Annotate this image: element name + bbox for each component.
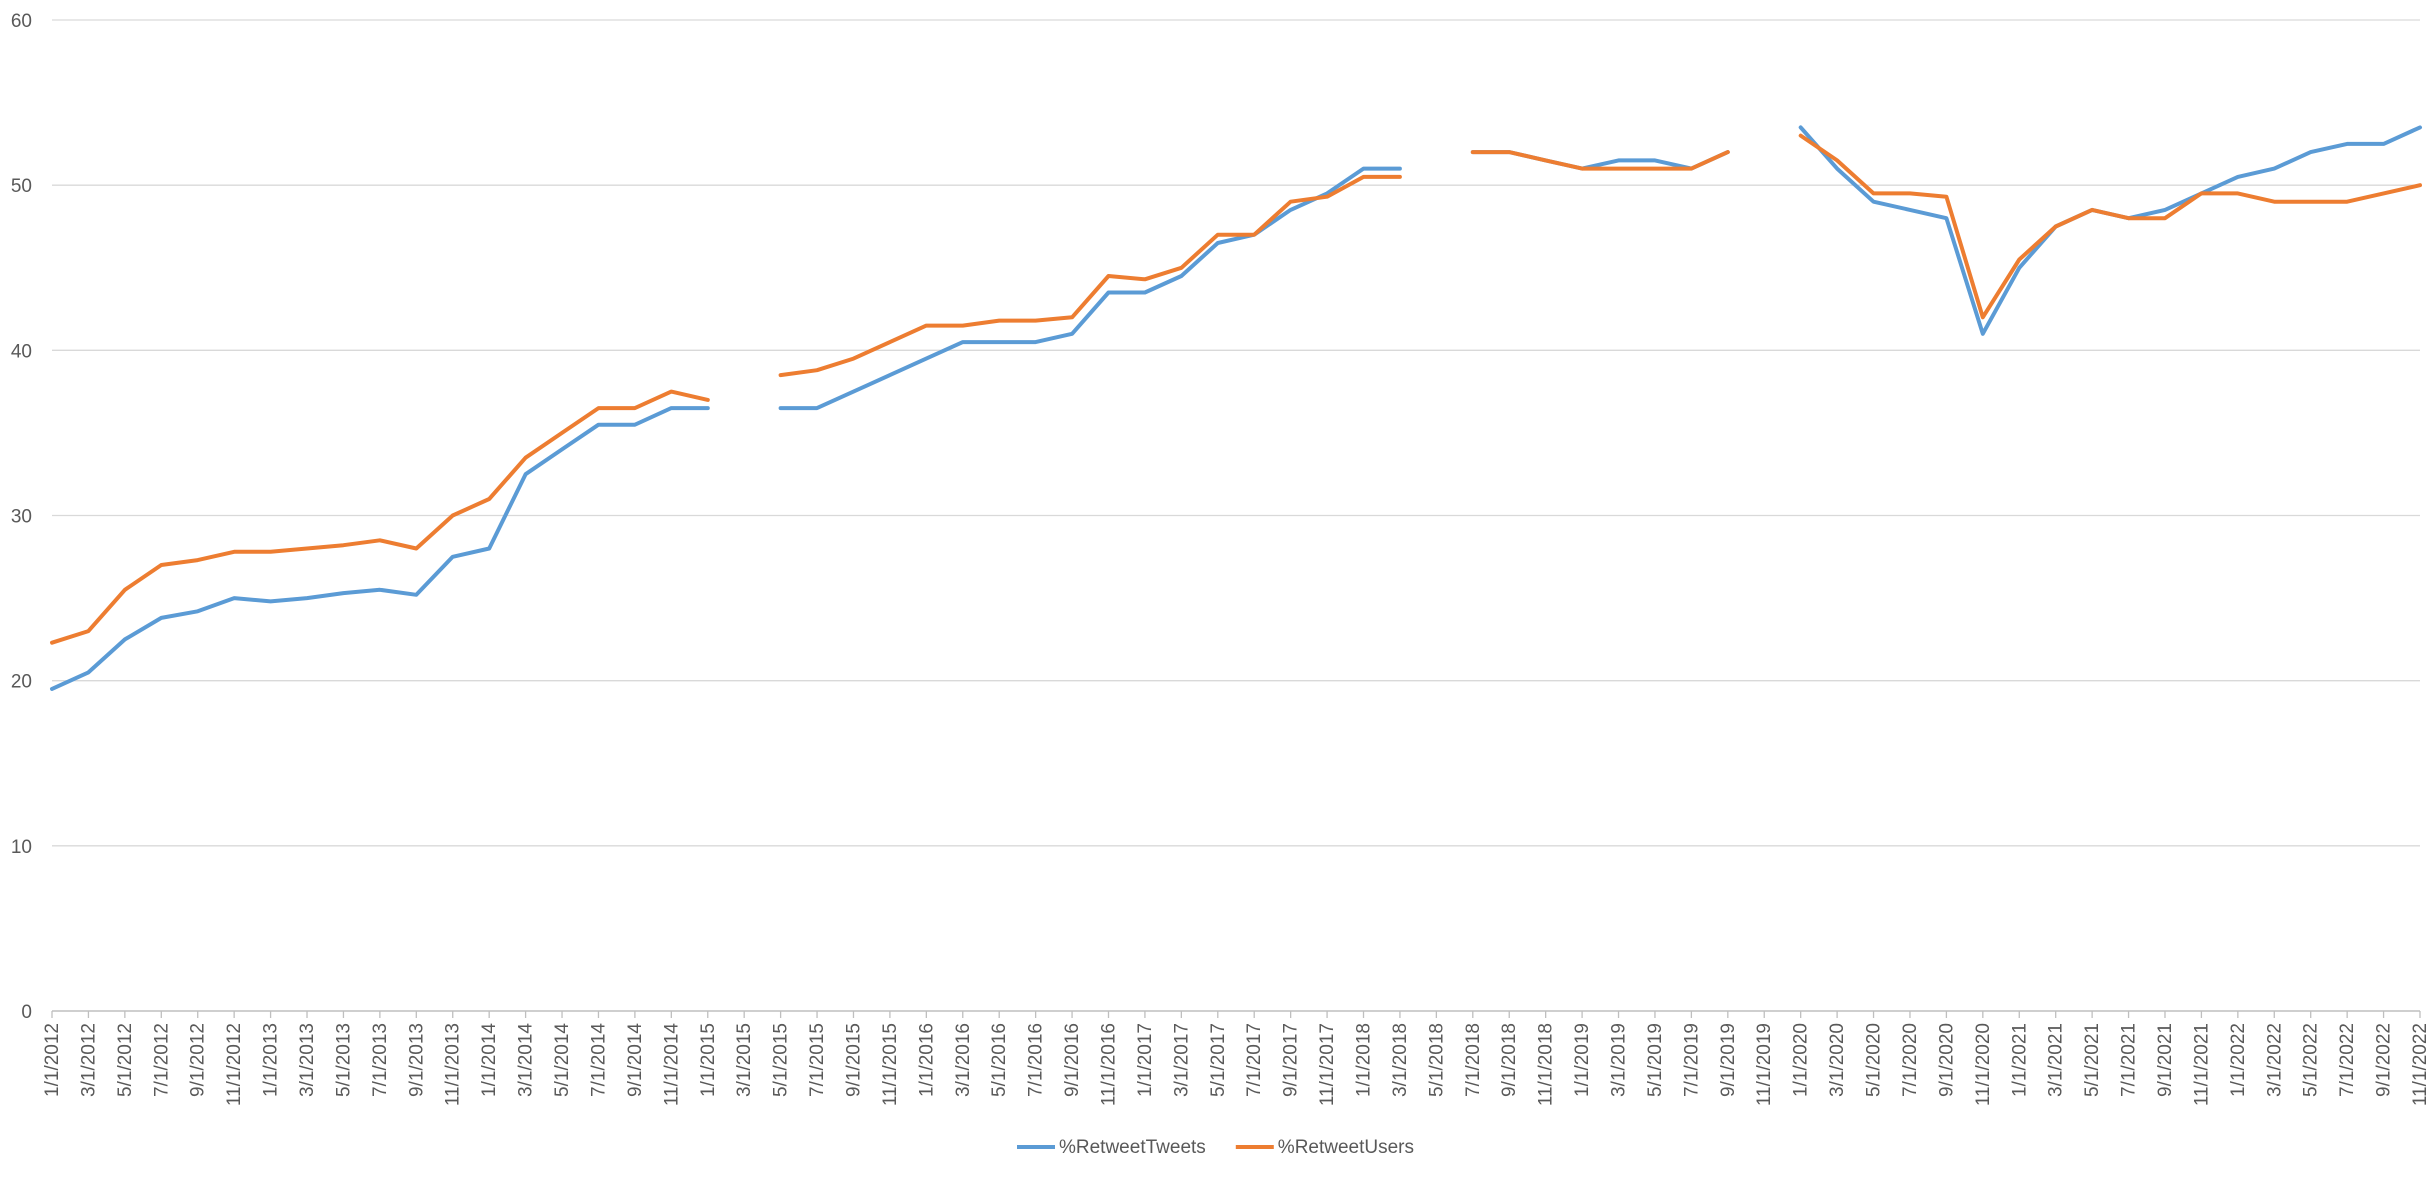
x-tick-label: 11/1/2013 — [443, 1023, 464, 1106]
x-tick-label: 9/1/2019 — [1718, 1023, 1739, 1097]
x-tick-label: 7/1/2019 — [1681, 1023, 1702, 1097]
x-tick-label: 11/1/2021 — [2191, 1023, 2212, 1106]
x-tick-label: 1/1/2021 — [2009, 1023, 2030, 1097]
x-tick-label: 9/1/2021 — [2155, 1023, 2176, 1097]
y-tick-label: 50 — [11, 176, 32, 197]
x-tick-label: 5/1/2017 — [1208, 1023, 1229, 1097]
x-tick-label: 11/1/2018 — [1536, 1023, 1557, 1106]
x-tick-label: 11/1/2017 — [1317, 1023, 1338, 1106]
x-tick-label: 1/1/2016 — [916, 1023, 937, 1097]
x-tick-label: 5/1/2021 — [2082, 1023, 2103, 1097]
gridlines — [52, 19, 2420, 847]
x-tick-label: 1/1/2017 — [1135, 1023, 1156, 1097]
y-tick-label: 20 — [11, 672, 32, 693]
x-tick-label: 7/1/2016 — [1026, 1023, 1047, 1097]
x-tick-label: 7/1/2021 — [2119, 1023, 2140, 1097]
x-tick-label: 9/1/2017 — [1281, 1023, 1302, 1097]
x-tick-label: 11/1/2012 — [224, 1023, 245, 1106]
x-tick-label: 11/1/2022 — [2410, 1023, 2431, 1106]
y-axis-tick-labels: 0 10 20 30 40 50 60 — [11, 11, 32, 1023]
x-tick-label: 3/1/2013 — [297, 1023, 318, 1097]
y-tick-label: 0 — [21, 1002, 32, 1023]
series-lines — [50, 125, 2422, 691]
x-axis-tick-labels: 1/1/2012 3/1/2012 5/1/2012 7/1/2012 9/1/2012… — [42, 1023, 2431, 1107]
x-tick-label: 11/1/2016 — [1098, 1023, 1119, 1106]
legend-label-2: %RetweetUsers — [1278, 1137, 1414, 1158]
x-tick-label: 3/1/2012 — [78, 1023, 99, 1097]
x-axis-tick-marks — [51, 1011, 2421, 1018]
x-tick-label: 11/1/2020 — [1973, 1023, 1994, 1106]
x-tick-label: 7/1/2018 — [1463, 1023, 1484, 1097]
x-tick-label: 9/1/2014 — [625, 1023, 646, 1097]
y-tick-label: 40 — [11, 341, 32, 362]
x-tick-label: 3/1/2014 — [516, 1023, 537, 1097]
x-tick-label: 3/1/2015 — [734, 1023, 755, 1097]
x-tick-label: 5/1/2014 — [552, 1023, 573, 1097]
x-tick-label: 1/1/2012 — [42, 1023, 63, 1097]
x-tick-label: 9/1/2020 — [1936, 1023, 1957, 1097]
x-tick-label: 5/1/2022 — [2301, 1023, 2322, 1097]
x-tick-label: 5/1/2019 — [1645, 1023, 1666, 1097]
x-tick-label: 9/1/2022 — [2374, 1023, 2395, 1097]
x-tick-label: 3/1/2022 — [2264, 1023, 2285, 1097]
y-tick-label: 10 — [11, 837, 32, 858]
x-tick-label: 11/1/2019 — [1754, 1023, 1775, 1106]
x-tick-label: 1/1/2020 — [1791, 1023, 1812, 1097]
x-tick-label: 1/1/2022 — [2228, 1023, 2249, 1097]
y-tick-label: 30 — [11, 507, 32, 528]
x-tick-label: 1/1/2015 — [698, 1023, 719, 1097]
x-tick-label: 5/1/2018 — [1426, 1023, 1447, 1097]
series-line-1 — [50, 125, 2422, 691]
x-tick-label: 3/1/2016 — [953, 1023, 974, 1097]
x-tick-label: 7/1/2022 — [2337, 1023, 2358, 1097]
x-tick-label: 3/1/2020 — [1827, 1023, 1848, 1097]
x-tick-label: 7/1/2014 — [588, 1023, 609, 1097]
x-tick-label: 1/1/2019 — [1572, 1023, 1593, 1097]
x-tick-label: 7/1/2013 — [370, 1023, 391, 1097]
x-tick-label: 1/1/2018 — [1354, 1023, 1375, 1097]
legend-label-1: %RetweetTweets — [1059, 1137, 1206, 1158]
x-tick-label: 11/1/2014 — [661, 1023, 682, 1107]
x-tick-label: 3/1/2018 — [1390, 1023, 1411, 1097]
x-tick-label: 5/1/2016 — [989, 1023, 1010, 1097]
y-tick-label: 60 — [11, 11, 32, 32]
x-tick-label: 9/1/2013 — [406, 1023, 427, 1097]
x-tick-label: 7/1/2020 — [1900, 1023, 1921, 1097]
x-tick-label: 9/1/2015 — [843, 1023, 864, 1097]
x-tick-label: 9/1/2018 — [1499, 1023, 1520, 1097]
x-tick-label: 7/1/2017 — [1244, 1023, 1265, 1097]
x-tick-label: 5/1/2012 — [115, 1023, 136, 1097]
x-tick-label: 9/1/2012 — [188, 1023, 209, 1097]
x-tick-label: 3/1/2017 — [1171, 1023, 1192, 1097]
x-tick-label: 3/1/2019 — [1609, 1023, 1630, 1097]
x-tick-label: 5/1/2013 — [333, 1023, 354, 1097]
x-tick-label: 7/1/2015 — [807, 1023, 828, 1097]
x-tick-label: 7/1/2012 — [151, 1023, 172, 1097]
x-tick-label: 5/1/2020 — [1864, 1023, 1885, 1097]
x-tick-label: 11/1/2015 — [880, 1023, 901, 1106]
x-tick-label: 3/1/2021 — [2046, 1023, 2067, 1097]
x-tick-label: 5/1/2015 — [771, 1023, 792, 1097]
x-tick-label: 1/1/2014 — [479, 1023, 500, 1097]
legend: %RetweetTweets %RetweetUsers — [1017, 1137, 1414, 1158]
x-tick-label: 9/1/2016 — [1062, 1023, 1083, 1097]
x-tick-label: 1/1/2013 — [261, 1023, 282, 1097]
series-line-2 — [50, 133, 2422, 645]
